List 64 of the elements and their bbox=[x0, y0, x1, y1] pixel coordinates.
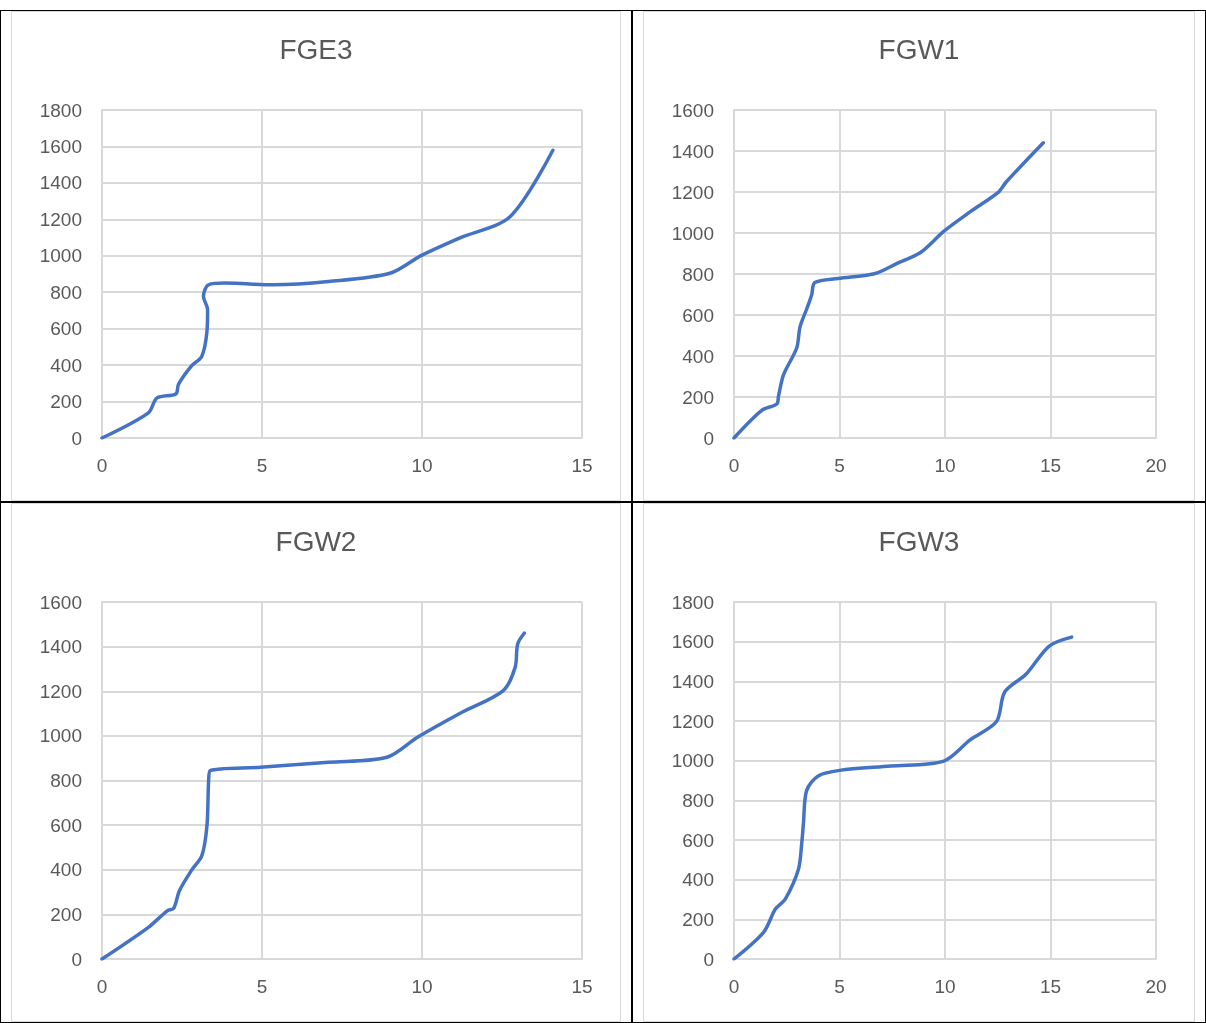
y-tick-label: 0 bbox=[703, 427, 714, 449]
y-tick-label: 800 bbox=[682, 263, 714, 285]
y-tick-label: 1400 bbox=[671, 140, 714, 162]
y-tick-label: 1600 bbox=[671, 631, 714, 653]
x-tick-label: 0 bbox=[96, 455, 108, 476]
line-series bbox=[100, 631, 527, 961]
line-series bbox=[732, 635, 1074, 961]
x-tick-label: 5 bbox=[256, 455, 268, 476]
x-tick-label: 20 bbox=[1145, 455, 1167, 476]
x-tick-label: 5 bbox=[834, 455, 845, 476]
y-tick-label: 1000 bbox=[39, 725, 82, 747]
y-tick-label: 0 bbox=[703, 948, 714, 970]
y-tick-label: 400 bbox=[50, 354, 82, 376]
y-tick-label: 200 bbox=[682, 908, 714, 930]
chart-title: FGW3 bbox=[878, 525, 960, 557]
y-tick-label: 0 bbox=[71, 948, 82, 970]
y-tick-label: 200 bbox=[682, 386, 714, 408]
y-tick-label: 200 bbox=[50, 903, 82, 925]
x-tick-label: 15 bbox=[571, 976, 593, 997]
y-tick-label: 400 bbox=[50, 859, 82, 881]
y-tick-label: 1600 bbox=[671, 99, 714, 121]
x-tick-label: 10 bbox=[411, 976, 433, 997]
x-tick-label: 10 bbox=[934, 455, 956, 476]
y-tick-label: 200 bbox=[50, 391, 82, 413]
y-tick-label: 1400 bbox=[39, 172, 82, 194]
x-tick-label: 0 bbox=[728, 976, 740, 997]
y-tick-label: 1600 bbox=[39, 135, 82, 157]
chart-title: FGE3 bbox=[279, 33, 353, 65]
line-series bbox=[732, 141, 1046, 440]
chart-title: FGW1 bbox=[878, 33, 960, 65]
y-tick-label: 1200 bbox=[39, 680, 82, 702]
y-tick-label: 0 bbox=[71, 427, 82, 449]
x-tick-label: 20 bbox=[1145, 976, 1167, 997]
x-tick-label: 10 bbox=[934, 976, 956, 997]
y-tick-label: 1200 bbox=[671, 710, 714, 732]
x-tick-label: 15 bbox=[1039, 976, 1062, 997]
y-tick-label: 1800 bbox=[39, 99, 82, 121]
x-tick-label: 0 bbox=[96, 976, 108, 997]
x-tick-label: 10 bbox=[411, 455, 433, 476]
y-tick-label: 1600 bbox=[39, 591, 82, 613]
y-tick-label: 1000 bbox=[39, 245, 82, 267]
y-tick-label: 800 bbox=[50, 770, 82, 791]
y-tick-label: 800 bbox=[682, 789, 714, 811]
y-tick-label: 1400 bbox=[671, 670, 714, 692]
y-tick-label: 800 bbox=[50, 281, 82, 303]
y-tick-label: 600 bbox=[682, 304, 714, 326]
line-series bbox=[100, 148, 555, 440]
y-tick-label: 600 bbox=[682, 829, 714, 851]
y-tick-label: 1000 bbox=[671, 222, 714, 244]
y-tick-label: 1200 bbox=[671, 181, 714, 203]
y-tick-label: 1400 bbox=[39, 636, 82, 658]
y-tick-label: 600 bbox=[50, 814, 82, 836]
y-tick-label: 1200 bbox=[39, 208, 82, 230]
y-tick-label: 400 bbox=[682, 345, 714, 367]
y-tick-label: 1800 bbox=[671, 591, 714, 613]
y-tick-label: 600 bbox=[50, 318, 82, 340]
x-tick-label: 5 bbox=[834, 976, 845, 997]
x-tick-label: 5 bbox=[256, 976, 268, 997]
x-tick-label: 15 bbox=[571, 455, 593, 476]
chart-title: FGW2 bbox=[275, 525, 357, 557]
y-tick-label: 1000 bbox=[671, 750, 714, 772]
x-tick-label: 15 bbox=[1039, 455, 1062, 476]
y-tick-label: 400 bbox=[682, 869, 714, 891]
x-tick-label: 0 bbox=[728, 455, 740, 476]
